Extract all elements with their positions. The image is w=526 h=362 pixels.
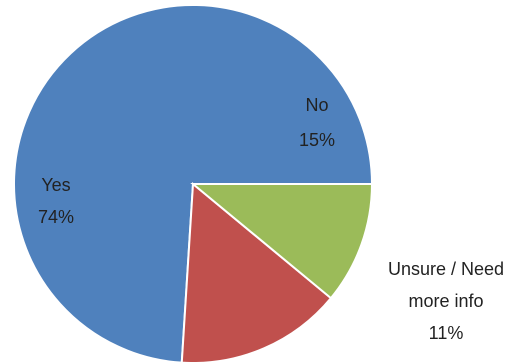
slice-pct-no: 15% <box>299 130 335 150</box>
pie-slice-no <box>180 181 333 362</box>
slice-label-unsure-line1: Unsure / Need <box>388 259 504 279</box>
slice-label-yes: Yes <box>41 175 70 195</box>
slice-label-no: No <box>305 95 328 115</box>
pie-slice-unsure <box>190 183 374 300</box>
pie-slices <box>13 4 374 362</box>
slice-pct-yes: 74% <box>38 207 74 227</box>
slice-pct-unsure: 11% <box>429 323 464 343</box>
slice-label-unsure-line2: more info <box>408 291 483 311</box>
